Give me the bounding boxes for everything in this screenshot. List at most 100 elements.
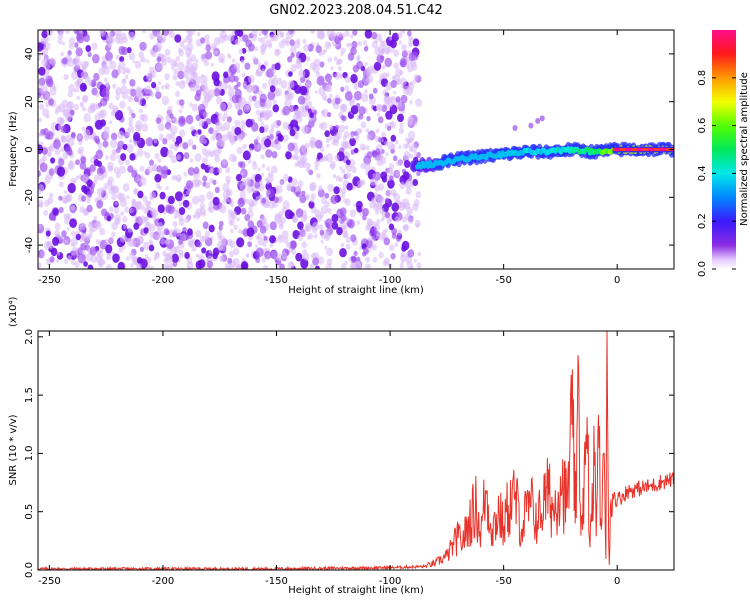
noise-blob <box>321 49 326 56</box>
noise-blob <box>246 227 255 237</box>
snr-point <box>423 565 425 568</box>
noise-blob <box>61 41 65 46</box>
y-tick-label: 40 <box>24 48 35 61</box>
noise-blob <box>340 105 345 110</box>
noise-blob <box>131 207 136 213</box>
noise-blob <box>299 85 308 96</box>
noise-blob <box>105 155 109 160</box>
noise-blob <box>155 91 162 100</box>
noise-blob <box>407 115 414 124</box>
noise-blob <box>142 195 148 202</box>
noise-blob <box>400 251 406 258</box>
noise-blob <box>154 152 160 160</box>
noise-blob <box>365 74 374 84</box>
noise-blob <box>345 236 351 243</box>
noise-blob <box>405 142 411 148</box>
colorbar-tick-label: 0.2 <box>697 213 708 229</box>
snr-point <box>503 528 505 530</box>
noise-blob <box>93 159 100 166</box>
noise-blob <box>239 190 246 199</box>
noise-blob <box>164 48 171 56</box>
noise-blob <box>279 263 285 269</box>
noise-blob <box>288 80 295 89</box>
noise-blob <box>177 61 185 71</box>
y-tick-label: 20 <box>24 95 35 108</box>
noise-blob <box>114 30 122 37</box>
x-tick-label: 0 <box>614 576 620 587</box>
noise-blob <box>111 69 119 79</box>
noise-blob <box>187 228 193 236</box>
noise-blob <box>399 122 404 128</box>
noise-blob <box>164 253 171 262</box>
noise-blob <box>333 186 340 195</box>
noise-blob <box>191 245 197 252</box>
noise-blob <box>275 143 282 151</box>
x-tick-label: -50 <box>495 576 511 587</box>
noise-blob <box>111 221 119 231</box>
colorbar: 0.0 0.2 0.4 0.6 0.8 Normalized spectral ampl… <box>697 30 750 277</box>
noise-blob <box>314 265 321 269</box>
noise-blob <box>367 236 372 242</box>
noise-blob <box>38 199 44 208</box>
noise-blob <box>297 95 306 105</box>
noise-blob <box>64 216 71 225</box>
noise-blob <box>298 82 302 87</box>
noise-blob <box>255 257 261 263</box>
noise-blob <box>202 175 208 182</box>
noise-blob <box>240 261 249 269</box>
noise-blob <box>49 174 54 180</box>
noise-blob <box>303 214 308 220</box>
noise-blob <box>67 100 74 110</box>
noise-blob <box>400 60 406 68</box>
noise-blob <box>243 104 251 113</box>
noise-blob <box>68 163 73 170</box>
noise-blob <box>230 228 234 234</box>
trace-halo <box>528 122 534 129</box>
noise-blob <box>117 68 122 74</box>
noise-blob <box>121 91 129 100</box>
trace-halo <box>539 115 545 122</box>
noise-blob <box>345 243 351 250</box>
noise-blob <box>390 80 397 88</box>
noise-blob <box>133 131 141 142</box>
noise-blob <box>318 86 326 96</box>
noise-blob <box>157 204 165 214</box>
noise-blob <box>160 146 169 158</box>
noise-blob <box>256 220 263 228</box>
noise-blob <box>202 221 209 230</box>
noise-blob <box>279 32 285 38</box>
noise-blob <box>127 165 134 173</box>
noise-blob <box>82 106 86 112</box>
noise-blob <box>305 193 311 200</box>
noise-blob <box>99 30 107 37</box>
noise-blob <box>170 155 178 164</box>
noise-blob <box>61 136 66 143</box>
noise-blob <box>401 259 405 264</box>
snr-y-label: SNR (10 * v/v) <box>8 414 19 485</box>
noise-blob <box>44 93 50 99</box>
noise-blob <box>184 251 190 260</box>
noise-blob <box>302 231 307 237</box>
noise-blob <box>138 51 144 59</box>
noise-blob <box>109 206 114 213</box>
noise-blob <box>98 257 105 266</box>
snr-point <box>514 497 516 499</box>
noise-blob <box>67 137 75 147</box>
noise-blob <box>352 30 358 36</box>
snr-point <box>616 499 618 501</box>
noise-blob <box>319 157 324 163</box>
noise-blob <box>358 113 364 120</box>
noise-blob <box>216 96 223 105</box>
noise-blob <box>232 257 240 267</box>
x-tick-label: -200 <box>152 275 175 286</box>
noise-blob <box>75 47 83 57</box>
noise-blob <box>192 144 197 150</box>
noise-blob <box>349 209 357 218</box>
snr-point <box>662 480 664 482</box>
noise-blob <box>70 204 76 212</box>
noise-blob <box>156 222 164 231</box>
noise-blob <box>359 128 363 133</box>
snr-point <box>582 487 584 489</box>
noise-blob <box>179 129 186 138</box>
noise-blob <box>373 61 382 71</box>
